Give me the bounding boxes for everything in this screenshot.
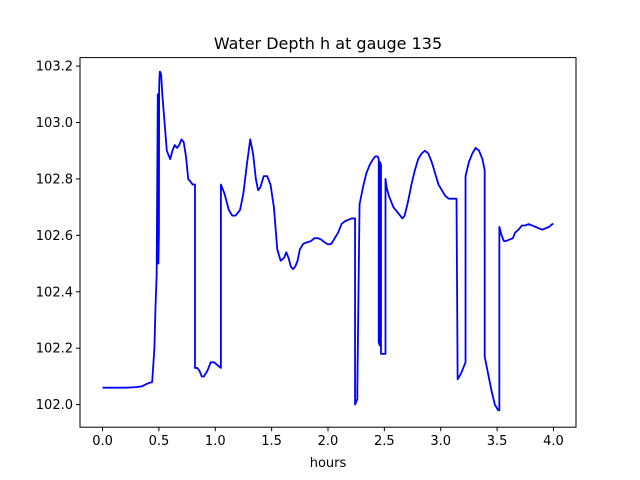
y-tick-label: 103.2 <box>36 60 73 75</box>
x-tick-label: 0.0 <box>92 434 113 449</box>
chart-title: Water Depth h at gauge 135 <box>214 34 442 53</box>
series-line <box>102 70 554 412</box>
x-tick-label: 3.5 <box>487 434 508 449</box>
x-tick-label: 0.5 <box>149 434 170 449</box>
y-tick-label: 102.2 <box>36 342 73 357</box>
y-tick-label: 102.6 <box>36 229 73 244</box>
y-tick-label: 102.4 <box>36 285 73 300</box>
y-tick-label: 103.0 <box>36 116 73 131</box>
y-axis: 102.0 102.2 102.4 102.6 102.8 103.0 103.2 <box>36 60 80 413</box>
plot-area <box>80 57 576 428</box>
x-tick-label: 1.0 <box>205 434 226 449</box>
series-group <box>102 70 554 412</box>
plot-frame <box>79 57 577 428</box>
x-tick-label: 3.0 <box>430 434 451 449</box>
x-axis-label: hours <box>310 456 347 471</box>
x-axis: 0.0 0.5 1.0 1.5 2.0 2.5 3.0 3.5 4.0 <box>92 427 564 449</box>
x-tick-label: 4.0 <box>543 434 564 449</box>
x-tick-label: 2.0 <box>318 434 339 449</box>
x-tick-label: 1.5 <box>261 434 282 449</box>
x-tick-label: 2.5 <box>374 434 395 449</box>
y-tick-label: 102.8 <box>36 172 73 187</box>
y-tick-label: 102.0 <box>36 398 73 413</box>
